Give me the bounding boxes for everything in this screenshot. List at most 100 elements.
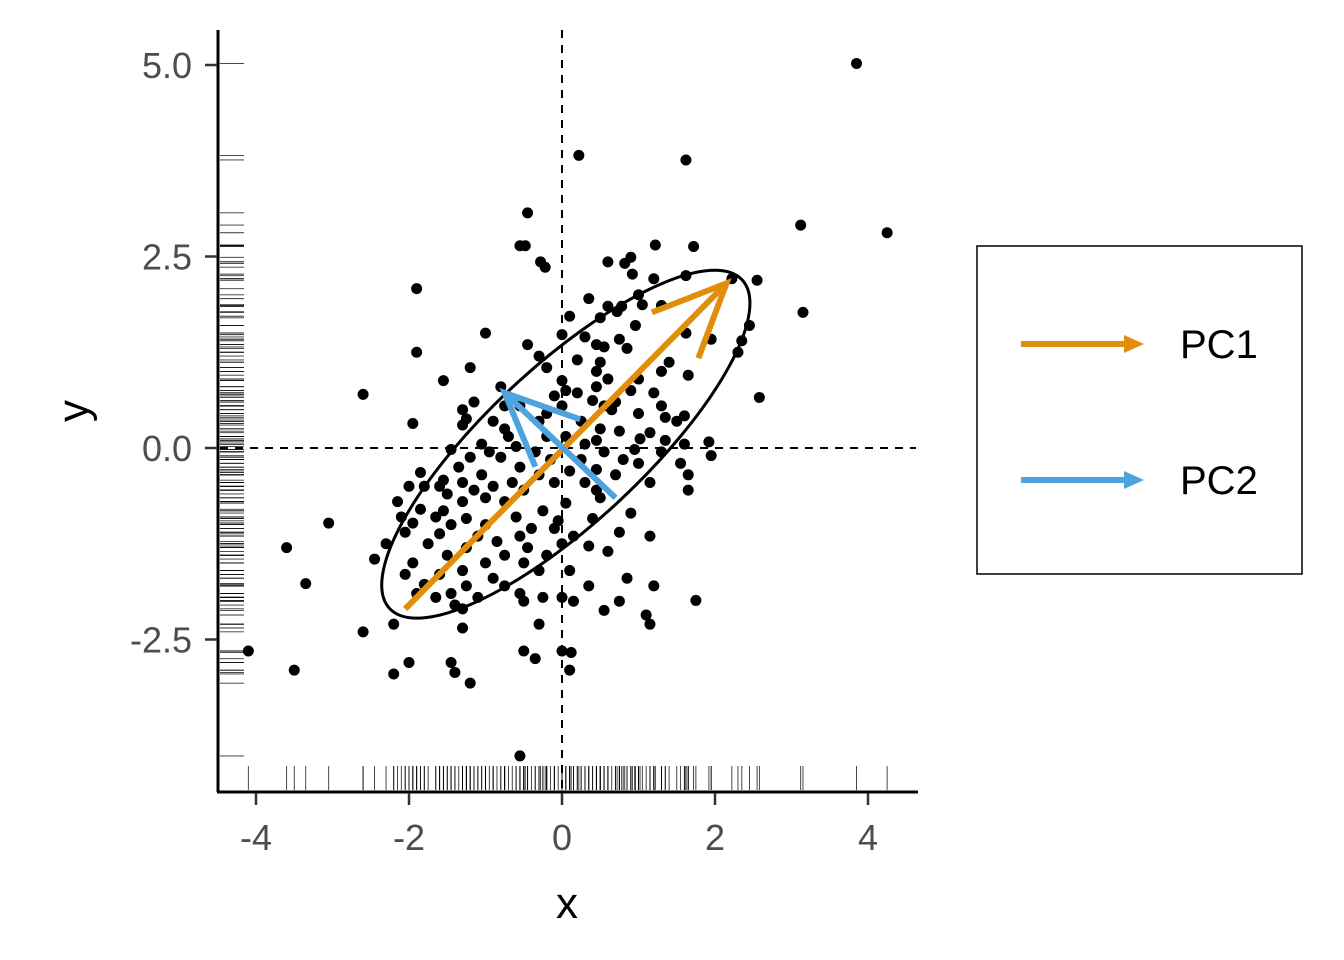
data-point (629, 319, 641, 331)
data-point (510, 440, 522, 452)
data-point (602, 545, 614, 557)
data-point (640, 609, 652, 621)
data-point (659, 411, 671, 423)
data-point (590, 365, 602, 377)
confidence-ellipse (380, 268, 752, 620)
data-point (634, 433, 646, 445)
data-point (422, 538, 434, 550)
data-point (753, 391, 765, 403)
data-point (675, 457, 687, 469)
data-point (541, 362, 553, 374)
data-point (682, 369, 694, 381)
data-point (480, 557, 491, 569)
data-point (564, 565, 576, 577)
data-point (579, 438, 591, 450)
data-point (678, 410, 690, 422)
data-point (457, 476, 469, 488)
data-point (648, 387, 660, 399)
data-point (388, 668, 400, 680)
data-point (434, 528, 446, 540)
data-point (388, 618, 400, 630)
data-point (659, 434, 671, 446)
data-point (518, 645, 530, 657)
x-tick-label: -4 (240, 817, 272, 858)
scatter-points (242, 57, 893, 762)
data-point (460, 512, 472, 524)
data-point (583, 580, 595, 592)
data-point (380, 538, 392, 550)
data-point (518, 595, 530, 607)
legend-key-pc1: PC1 (1021, 323, 1258, 367)
x-axis-ticks: -4 -2 0 2 4 (240, 793, 878, 858)
data-point (602, 373, 614, 385)
data-point (480, 327, 491, 339)
data-point (751, 274, 763, 286)
data-point (464, 451, 476, 463)
data-point (644, 530, 656, 542)
data-point (457, 496, 469, 508)
data-point (411, 346, 423, 358)
data-point (644, 427, 656, 439)
data-point (518, 557, 530, 569)
data-point (851, 57, 863, 69)
y-tick-label: 5.0 (142, 45, 192, 86)
data-point (598, 604, 610, 616)
data-point (663, 356, 675, 368)
legend-arrow-icon (1124, 335, 1144, 353)
data-point (573, 149, 585, 161)
data-point (460, 580, 472, 592)
data-point (288, 664, 300, 676)
data-point (519, 240, 531, 252)
data-point (537, 591, 549, 603)
data-point (491, 535, 503, 547)
data-point (602, 256, 614, 268)
y-axis-ticks: -2.5 0.0 2.5 5.0 (130, 45, 217, 661)
data-point (564, 310, 576, 322)
data-point (480, 492, 491, 504)
data-point (795, 219, 807, 231)
data-point (514, 530, 526, 542)
data-point (571, 354, 583, 366)
data-point (633, 408, 644, 420)
legend-arrow-icon (1124, 471, 1144, 489)
data-point (437, 505, 449, 517)
data-point (579, 331, 591, 343)
data-point (629, 444, 641, 456)
data-point (690, 594, 702, 606)
data-point (655, 365, 667, 377)
data-point (445, 656, 457, 668)
data-point (881, 227, 893, 239)
x-axis-title: x (556, 879, 578, 928)
data-point (613, 333, 625, 345)
x-tick-label: 4 (858, 817, 878, 858)
data-point (357, 388, 369, 400)
data-point (548, 476, 560, 488)
data-point (502, 431, 514, 443)
legend-key-pc2: PC2 (1021, 459, 1258, 503)
data-point (565, 647, 577, 659)
data-point (594, 356, 606, 368)
data-point (242, 645, 254, 657)
y-tick-label: 0.0 (142, 428, 192, 469)
pc2-arrowhead (499, 387, 582, 468)
data-point (300, 578, 312, 590)
legend: PC1 PC2 (976, 245, 1303, 575)
data-point (644, 476, 656, 488)
data-point (403, 656, 415, 668)
data-point (411, 283, 423, 295)
data-point (590, 434, 602, 446)
data-point (594, 492, 606, 504)
data-point (797, 306, 809, 318)
data-point (323, 517, 335, 529)
legend-box (976, 245, 1303, 575)
y-axis-title: y (49, 400, 98, 422)
data-point (613, 526, 625, 538)
data-point (567, 595, 579, 607)
data-point (445, 588, 457, 600)
data-point (648, 273, 660, 285)
data-point (583, 293, 595, 305)
data-point (430, 591, 442, 603)
data-point (430, 511, 442, 523)
y-tick-label: 2.5 (142, 237, 192, 278)
data-point (556, 400, 568, 412)
